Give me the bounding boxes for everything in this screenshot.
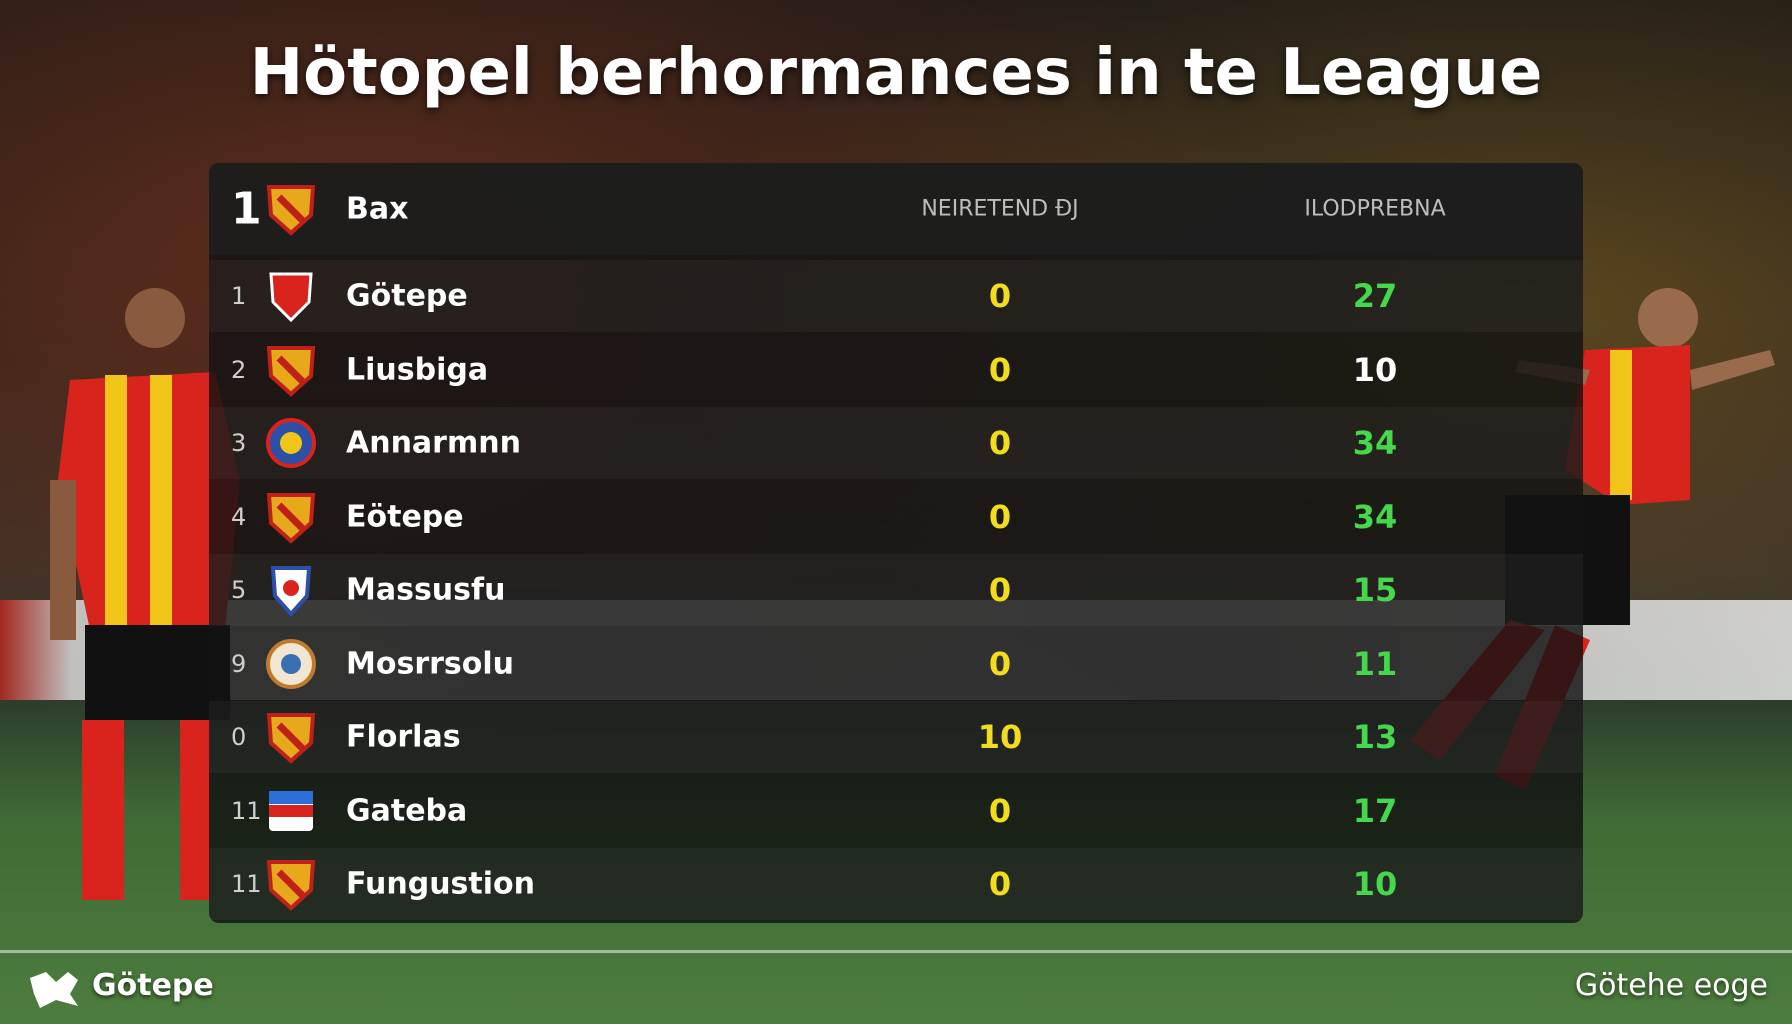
team-name: Annarmnn	[346, 425, 521, 461]
footer-logo	[30, 972, 78, 1008]
col-2-value: 15	[1352, 571, 1398, 609]
col-2-value: 27	[1352, 277, 1398, 315]
team-name: Florlas	[346, 719, 461, 755]
col-1-value: 10	[977, 718, 1023, 756]
rank: 5	[231, 576, 247, 604]
table-row: 5 Massusfu 0 15	[209, 554, 1583, 626]
header-col-1-text: NEIRETEND ĐJ	[921, 196, 1079, 222]
table-row: 3 Annarmnn 0 34	[209, 407, 1583, 479]
col-2-value: 34	[1352, 497, 1398, 536]
crest	[269, 790, 313, 831]
table-row: 9 Mosrrsolu 0 11	[209, 628, 1583, 700]
crest	[266, 345, 316, 397]
table-row: 1 Götepe 0 27	[209, 260, 1583, 332]
crest	[266, 492, 316, 544]
table-row: 4 Eötepe 0 34	[209, 481, 1583, 553]
team-name: Mosrrsolu	[346, 646, 515, 681]
rank: 11	[231, 796, 262, 825]
player-left	[50, 288, 240, 900]
header-team: Bax	[346, 191, 409, 227]
col-1-value: 0	[988, 865, 1012, 903]
crest	[266, 713, 316, 764]
rank: 4	[231, 502, 247, 531]
rank: 9	[231, 649, 247, 678]
col-1-value: 0	[988, 571, 1012, 609]
team-name: Massusfu	[346, 572, 506, 608]
col-1-value: 0	[988, 791, 1012, 830]
crest	[266, 860, 316, 911]
footer-left: Götepe	[92, 968, 214, 1003]
rank: 0	[231, 723, 247, 751]
crest	[269, 272, 313, 323]
table-row: 11 Gateba 0 17	[209, 775, 1583, 847]
standings-table: 1 Bax NEIRETEND ĐJ ILODPREBNA 1 Götepe 0 27…	[209, 163, 1583, 923]
crest	[266, 185, 316, 236]
footer-right: Götehe eoge	[1574, 968, 1768, 1003]
team-name: Eötepe	[346, 499, 464, 534]
col-2-value: 10	[1352, 350, 1398, 389]
team-name: Gateba	[346, 793, 468, 828]
col-2-value: 17	[1352, 791, 1398, 830]
rank: 11	[231, 870, 262, 898]
team-name: Götepe	[346, 278, 468, 314]
pitch-line	[0, 950, 1792, 953]
table-row: 11 Fungustion 0 10	[209, 848, 1583, 920]
col-2-value: 34	[1352, 424, 1398, 462]
col-2-value: 13	[1352, 718, 1398, 756]
col-1-value: 0	[988, 277, 1012, 315]
rank: 3	[231, 429, 247, 457]
crest	[270, 566, 312, 618]
title: Hötopel berhormances in te League	[249, 36, 1543, 110]
col-2-value: 10	[1352, 865, 1398, 903]
col-2-value: 11	[1352, 644, 1398, 683]
col-1-value: 0	[988, 350, 1012, 389]
crest	[266, 418, 316, 468]
col-1-value: 0	[988, 424, 1012, 462]
table-row: 0 Florlas 10 13	[209, 701, 1583, 773]
header-rank: 1	[231, 183, 262, 235]
rank: 2	[231, 355, 247, 384]
crest	[266, 638, 316, 689]
col-1-value: 0	[988, 497, 1012, 536]
team-name: Liusbiga	[346, 352, 489, 387]
table-row: 2 Liusbiga 0 10	[209, 334, 1583, 406]
col-1-value: 0	[988, 644, 1012, 683]
header-col-2-text: ILODPREBNA	[1304, 196, 1446, 222]
table-header: 1 Bax NEIRETEND ĐJ ILODPREBNA	[209, 163, 1583, 255]
rank: 1	[231, 282, 247, 310]
team-name: Fungustion	[346, 866, 535, 902]
